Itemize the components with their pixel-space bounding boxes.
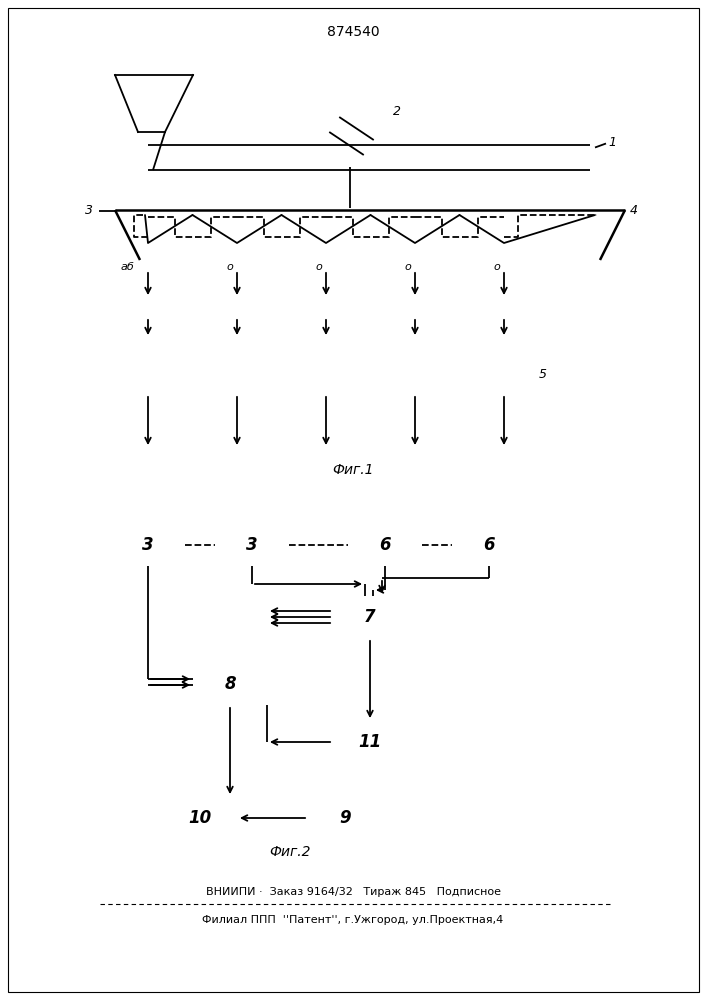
Bar [296, 340, 356, 408]
Bar [410, 206, 419, 215]
Text: 5: 5 [539, 367, 547, 380]
Text: 10: 10 [188, 809, 211, 827]
Text: аб: аб [120, 262, 134, 272]
Bar [452, 524, 527, 566]
Text: 3: 3 [85, 204, 93, 217]
Text: 1: 1 [608, 136, 616, 149]
Bar [499, 206, 508, 215]
Text: 6: 6 [379, 536, 391, 554]
Text: о: о [226, 262, 233, 272]
Bar [308, 797, 383, 839]
Text: 3: 3 [142, 536, 154, 554]
Text: 4: 4 [630, 204, 638, 217]
Text: ВНИИПИ ·  Заказ 9164/32   Тираж 845   Подписное: ВНИИПИ · Заказ 9164/32 Тираж 845 Подписн… [206, 887, 501, 897]
Bar [321, 206, 330, 215]
Bar [163, 797, 238, 839]
Text: о: о [493, 262, 500, 272]
Bar [348, 524, 423, 566]
Bar [111, 524, 186, 566]
Text: о: о [404, 262, 411, 272]
Bar [117, 207, 126, 216]
Text: 6: 6 [483, 536, 495, 554]
Bar [118, 340, 178, 408]
Bar [333, 721, 408, 763]
Text: 874540: 874540 [327, 25, 380, 39]
Text: 8: 8 [224, 675, 236, 693]
Bar [193, 663, 268, 705]
Bar [143, 206, 152, 215]
Bar [232, 206, 241, 215]
Bar [207, 340, 267, 408]
Text: 2: 2 [393, 105, 401, 118]
Text: 11: 11 [358, 733, 382, 751]
Bar [215, 524, 290, 566]
Text: 3: 3 [246, 536, 258, 554]
Text: Фиг.1: Фиг.1 [332, 463, 374, 477]
Text: Фиг.2: Фиг.2 [269, 845, 311, 859]
Text: 9: 9 [339, 809, 351, 827]
Bar [474, 340, 534, 408]
Text: Филиал ППП  ''Патент'', г.Ужгород, ул.Проектная,4: Филиал ППП ''Патент'', г.Ужгород, ул.Про… [202, 915, 503, 925]
Text: 7: 7 [364, 608, 376, 626]
Bar [333, 596, 408, 638]
Text: о: о [315, 262, 322, 272]
Bar [310, 107, 390, 167]
Bar [385, 340, 445, 408]
